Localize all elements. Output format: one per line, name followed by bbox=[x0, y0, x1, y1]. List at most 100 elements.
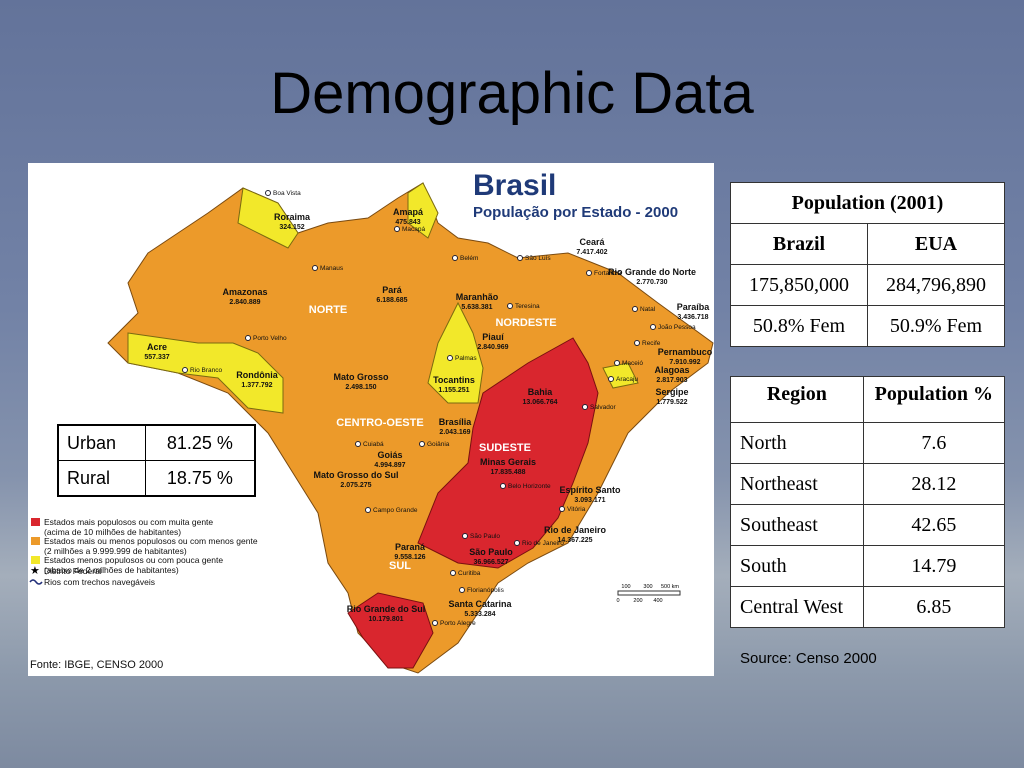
population-table: Population (2001) Brazil EUA 175,850,000 2… bbox=[730, 182, 1005, 347]
capital-dot bbox=[650, 324, 656, 330]
table-row: Northeast 28.12 bbox=[730, 463, 1006, 505]
state-name: Rio Grande do Sul bbox=[347, 604, 426, 614]
legend-swatch bbox=[31, 537, 40, 545]
capital-dot bbox=[432, 620, 438, 626]
capital-name: Curitiba bbox=[458, 570, 481, 577]
table-cell: 7.6 bbox=[862, 422, 1006, 464]
column-header: EUA bbox=[867, 223, 1005, 265]
state-population: 1.377.792 bbox=[241, 382, 272, 389]
state-population: 9.558.126 bbox=[394, 554, 425, 561]
state-population: 7.417.402 bbox=[576, 249, 607, 256]
capital-name: Goiânia bbox=[427, 441, 450, 448]
state-population: 1.779.522 bbox=[656, 399, 687, 406]
state-population: 2.498.150 bbox=[345, 384, 376, 391]
capital-name: Fortaleza bbox=[594, 270, 621, 277]
table-row: Southeast 42.65 bbox=[730, 504, 1006, 546]
legend-swatch bbox=[31, 556, 40, 564]
legend-note: (2 milhões a 9.999.999 de habitantes) bbox=[44, 546, 187, 556]
capital-name: Rio de Janeiro bbox=[522, 540, 564, 547]
scale-bar bbox=[617, 590, 681, 596]
capital-dot bbox=[514, 540, 520, 546]
capital-name: Natal bbox=[640, 306, 656, 313]
state-population: 14.367.225 bbox=[557, 537, 592, 544]
capital-dot bbox=[265, 190, 271, 196]
capital-name: Vitória bbox=[567, 506, 586, 513]
yellow-states bbox=[237, 187, 299, 249]
capital-dot bbox=[365, 507, 371, 513]
capital-name: Boa Vista bbox=[273, 190, 301, 197]
state-name: Rondônia bbox=[236, 370, 278, 380]
capital-dot bbox=[355, 441, 361, 447]
state-name: Paraná bbox=[395, 542, 426, 552]
capital-name: Teresina bbox=[515, 303, 540, 310]
table-row: Central West 6.85 bbox=[730, 586, 1006, 628]
scale-label: 500 km bbox=[661, 584, 679, 590]
capital-dot bbox=[419, 441, 425, 447]
legend-text: Estados mais ou menos populosos ou com m… bbox=[44, 536, 258, 546]
table-header: Population (2001) bbox=[730, 182, 1005, 224]
legend-text: Estados menos populosos ou com pouca gen… bbox=[44, 555, 223, 565]
table-cell: Southeast bbox=[730, 504, 864, 546]
state-population: 2.043.169 bbox=[439, 429, 470, 436]
state-name: Sergipe bbox=[655, 387, 688, 397]
table-cell: 14.79 bbox=[862, 545, 1006, 587]
table-row: 175,850,000 284,796,890 bbox=[730, 264, 1005, 306]
table-cell: 50.9% Fem bbox=[867, 305, 1005, 347]
state-population: 17.835.488 bbox=[490, 469, 525, 476]
capital-dot bbox=[634, 340, 640, 346]
capital-dot bbox=[452, 255, 458, 261]
capital-dot bbox=[507, 303, 513, 309]
legend-text: Rios com trechos navegáveis bbox=[44, 577, 155, 587]
capital-dot bbox=[608, 376, 614, 382]
state-name: Mato Grosso bbox=[333, 372, 389, 382]
table-cell: 28.12 bbox=[862, 463, 1006, 505]
state-name: Brasília bbox=[439, 417, 473, 427]
state-name: Ceará bbox=[579, 237, 605, 247]
legend-text: Estados mais populosos ou com muita gent… bbox=[44, 517, 213, 527]
legend-swatch bbox=[31, 518, 40, 526]
state-name: Minas Gerais bbox=[480, 457, 536, 467]
legend-note: (abaixo de 2 milhões de habitantes) bbox=[44, 565, 179, 575]
capital-name: Florianópolis bbox=[467, 587, 505, 594]
region-label: SUDESTE bbox=[479, 442, 531, 454]
state-population: 2.770.730 bbox=[636, 279, 667, 286]
capital-name: Porto Alegre bbox=[440, 620, 476, 627]
capital-dot bbox=[582, 404, 588, 410]
map-subtitle: População por Estado - 2000 bbox=[473, 204, 678, 221]
table-cell: 81.25 % bbox=[144, 424, 256, 461]
state-name: Espírito Santo bbox=[559, 485, 621, 495]
state-population: 5.333.284 bbox=[464, 611, 495, 618]
table-cell: 175,850,000 bbox=[730, 264, 868, 306]
state-population: 2.840.969 bbox=[477, 344, 508, 351]
capital-name: Belo Horizonte bbox=[508, 483, 551, 490]
state-population: 4.994.897 bbox=[374, 462, 405, 469]
capital-name: Palmas bbox=[455, 355, 477, 362]
capital-name: Macapá bbox=[402, 226, 426, 233]
table-cell: Central West bbox=[730, 586, 864, 628]
state-name: Tocantins bbox=[433, 375, 475, 385]
legend-star: ★ bbox=[30, 565, 40, 577]
column-header: Brazil bbox=[730, 223, 868, 265]
state-name: Amazonas bbox=[222, 287, 267, 297]
capital-dot bbox=[500, 483, 506, 489]
capital-dot bbox=[394, 226, 400, 232]
slide-title: Demographic Data bbox=[270, 61, 754, 126]
state-population: 557.337 bbox=[144, 354, 169, 361]
capital-dot bbox=[517, 255, 523, 261]
state-population: 6.188.685 bbox=[376, 297, 407, 304]
region-label: CENTRO-OESTE bbox=[336, 417, 423, 429]
brazil-map: Brasil População por Estado - 2000 NORTE NO… bbox=[28, 163, 714, 676]
table-row: 50.8% Fem 50.9% Fem bbox=[730, 305, 1005, 347]
table-cell: Rural bbox=[57, 460, 146, 497]
table-cell: 18.75 % bbox=[144, 460, 256, 497]
scale-label: 200 bbox=[633, 598, 642, 604]
state-population: 36.966.527 bbox=[473, 559, 508, 566]
state-name: Amapá bbox=[393, 207, 424, 217]
table-cell: Northeast bbox=[730, 463, 864, 505]
urban-rural-table: Urban 81.25 % Rural 18.75 % bbox=[57, 424, 256, 497]
state-name: Maranhão bbox=[456, 292, 499, 302]
capital-name: Cuiabá bbox=[363, 441, 384, 448]
capital-name: Manaus bbox=[320, 265, 344, 272]
state-name: Rio de Janeiro bbox=[544, 525, 607, 535]
